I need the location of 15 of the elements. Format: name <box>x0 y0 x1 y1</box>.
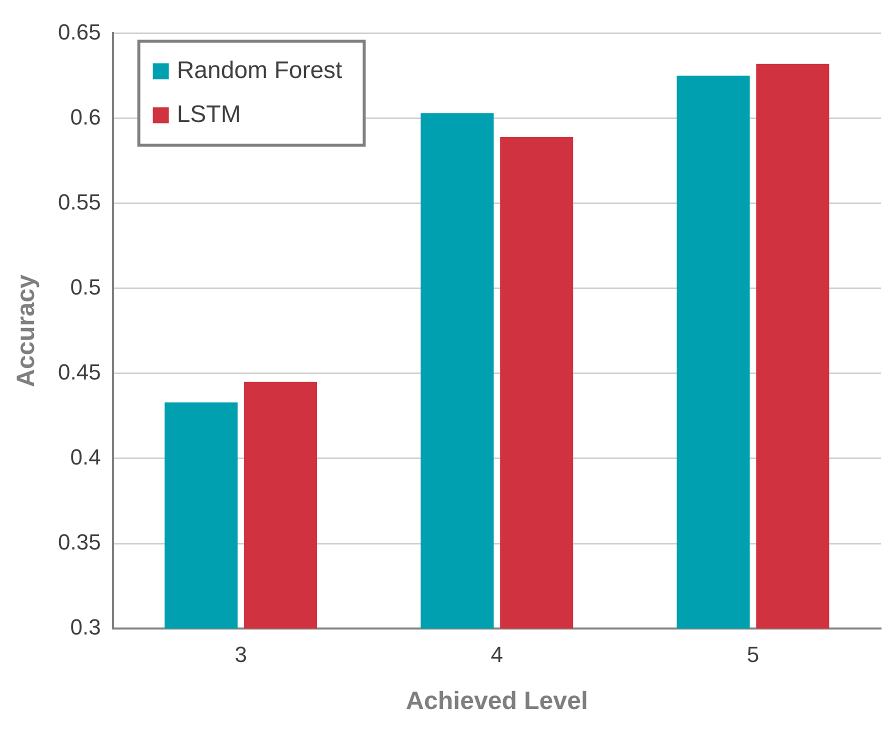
y-axis-title: Accuracy <box>12 274 40 388</box>
y-tick-label: 0.45 <box>58 359 101 384</box>
y-tick-label: 0.5 <box>70 274 101 300</box>
x-tick-label: 4 <box>490 642 504 667</box>
x-tick-label: 5 <box>746 642 760 667</box>
y-tick-label: 0.55 <box>58 189 101 214</box>
x-axis-title: Achieved Level <box>406 686 588 715</box>
y-tick-label: 0.4 <box>70 444 101 470</box>
x-tick-label: 3 <box>234 642 247 667</box>
y-tick-label: 0.3 <box>70 614 101 640</box>
y-tick-label: 0.35 <box>58 530 101 555</box>
legend-label: Random Forest <box>176 56 343 84</box>
legend-label: LSTM <box>176 100 241 128</box>
y-tick-label: 0.6 <box>70 104 101 130</box>
y-tick-label: 0.65 <box>58 19 101 44</box>
